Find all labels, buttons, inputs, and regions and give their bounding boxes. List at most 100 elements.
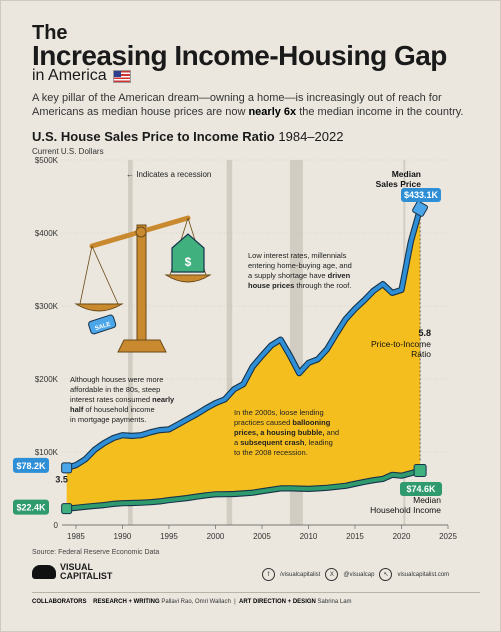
end-price-label: $433.1K — [404, 190, 439, 200]
social-links: f /visualcapitalist X @visualcap ↖ visua… — [262, 568, 449, 581]
annotation-2000s-fragment: subsequent crash — [240, 438, 305, 447]
end-income-label-box — [400, 482, 442, 496]
annotation-eighties-line: half of household income — [70, 405, 155, 414]
annotation-2000s-fragment: , leading — [304, 438, 332, 447]
end-price-title-line: Median — [392, 169, 421, 179]
facebook-handle[interactable]: /visualcapitalist — [280, 571, 321, 578]
x-tick-label: 2020 — [393, 532, 411, 541]
x-tick-label: 1995 — [160, 532, 178, 541]
logo-text: VISUAL CAPITALIST — [60, 563, 112, 581]
end-price-title: Median Sales Price — [376, 169, 422, 189]
scale-pan-right — [164, 274, 212, 283]
title-country: in America — [32, 67, 107, 84]
chart-title: U.S. House Sales Price to Income Ratio 1… — [32, 129, 343, 144]
x-tick-label: 2010 — [300, 532, 318, 541]
end-price-label-box — [401, 188, 441, 202]
annotation-recent: Low interest rates, millennials entering … — [248, 251, 352, 290]
start-price-label: $78.2K — [16, 461, 46, 471]
annotation-eighties-fragment: interest rates consumed — [70, 395, 152, 404]
subtitle: A key pillar of the American dream—ownin… — [32, 91, 477, 119]
annotation-2000s: In the 2000s, loose lending practices cau… — [234, 408, 339, 457]
balance-scale-icon — [74, 215, 212, 353]
annotation-eighties-fragment: affordable in the 80s, steep — [70, 385, 160, 394]
credits-rw: Pallavi Rao, Omri Wallach — [161, 599, 231, 605]
logo-text-line-1: VISUAL — [60, 562, 94, 572]
annotation-eighties-line: affordable in the 80s, steep — [70, 385, 160, 394]
annotation-2000s-fragment: to the 2008 recession. — [234, 448, 308, 457]
end-income-title-fragment: Median — [413, 495, 441, 505]
annotation-2000s-fragment: prices, a housing bubble, — [234, 428, 324, 437]
facebook-icon[interactable]: f — [262, 568, 275, 581]
y-tick-label: $100K — [35, 448, 59, 457]
annotation-2000s-fragment: practices caused — [234, 418, 292, 427]
house-dollar-icon — [171, 233, 205, 273]
annotation-2000s-line: practices caused ballooning — [234, 418, 331, 427]
price-line — [66, 208, 423, 470]
y-tick-label: $500K — [35, 156, 59, 165]
annotation-eighties-line: in mortgage payments. — [70, 415, 146, 424]
recession-band — [226, 160, 233, 525]
credits: COLLABORATORS RESEARCH + WRITING Pallavi… — [32, 599, 352, 605]
end-price-title-line: Sales Price — [376, 179, 422, 189]
annotation-2000s-fragment: a — [234, 438, 240, 447]
x-tick-label: 2025 — [439, 532, 457, 541]
end-ratio-label: 5.8 — [418, 328, 431, 338]
end-income-title-line: Household Income — [370, 505, 441, 515]
us-flag-icon — [112, 69, 131, 83]
website-link[interactable]: visualcapitalist.com — [397, 571, 450, 578]
logo-mark-icon — [32, 565, 56, 579]
end-income-title-line: Median — [413, 495, 441, 505]
credits-ad: Sabrina Lam — [317, 599, 352, 605]
x-handle[interactable]: @visualcap — [343, 571, 375, 578]
visual-capitalist-logo: VISUAL CAPITALIST — [32, 563, 112, 581]
annotation-2000s-fragment: ballooning — [292, 418, 330, 427]
scale-base — [117, 339, 167, 353]
credits-rw-label: RESEARCH + WRITING — [93, 599, 160, 605]
start-income-wallet-icon — [61, 503, 73, 515]
annotation-recent-fragment: through the roof. — [294, 281, 351, 290]
start-price-house-icon — [61, 462, 73, 474]
annotation-recent-fragment: entering home-buying age, and — [248, 261, 352, 270]
x-icon[interactable]: X — [325, 568, 339, 581]
subtitle-text-1: A key pillar of the American dream—ownin… — [32, 92, 442, 118]
subtitle-emphasis: nearly 6x — [248, 106, 297, 118]
annotation-2000s-line: a subsequent crash, leading — [234, 438, 333, 447]
annotation-recent-fragment: house prices — [248, 281, 294, 290]
credits-ad-label: ART DIRECTION + DESIGN — [239, 599, 316, 605]
logo-text-line-2: CAPITALIST — [60, 571, 113, 581]
end-income-title: Median Household Income — [370, 495, 441, 515]
footer-divider — [32, 592, 480, 593]
start-ratio-label: 3.5 — [55, 475, 68, 485]
annotation-eighties-fragment: half — [70, 405, 84, 414]
recession-legend: ← Indicates a recession — [126, 170, 211, 179]
end-ratio-title-line: Price-to-Income — [371, 339, 431, 349]
sale-tag-text: SALE — [94, 322, 111, 333]
x-tick-label: 2005 — [253, 532, 271, 541]
end-price-title-fragment: Sales Price — [376, 179, 422, 189]
end-income-label: $74.6K — [406, 484, 436, 494]
y-tick-label: $200K — [35, 375, 59, 384]
web-icon[interactable]: ↖ — [379, 568, 393, 581]
end-ratio-title-fragment: Price-to-Income — [371, 339, 431, 349]
title-line-3: in America — [32, 67, 131, 85]
scale-pan-left — [74, 303, 124, 312]
start-income-label: $22.4K — [16, 503, 46, 513]
annotation-recent-fragment: a supply shortage have — [248, 271, 328, 280]
y-tick-label: $400K — [35, 229, 59, 238]
x-tick-label: 2000 — [207, 532, 225, 541]
scale-string — [79, 245, 93, 305]
sale-tag-icon — [88, 314, 117, 335]
annotation-2000s-line: prices, a housing bubble, and — [234, 428, 339, 437]
annotation-recent-line: a supply shortage have driven — [248, 271, 351, 280]
annotation-2000s-fragment: In the 2000s, loose lending — [234, 408, 324, 417]
annotation-recent-line: Low interest rates, millennials — [248, 251, 347, 260]
annotation-eighties-fragment: nearly — [152, 395, 175, 404]
annotation-eighties-fragment: Although houses were more — [70, 375, 163, 384]
annotation-recent-line: house prices through the roof. — [248, 281, 351, 290]
start-income-label-box — [13, 499, 49, 515]
chart-title-years: 1984–2022 — [278, 129, 344, 144]
start-price-label-box — [13, 457, 49, 473]
end-ratio-title-fragment: Ratio — [411, 349, 431, 359]
house-dollar-sign: $ — [185, 255, 192, 269]
